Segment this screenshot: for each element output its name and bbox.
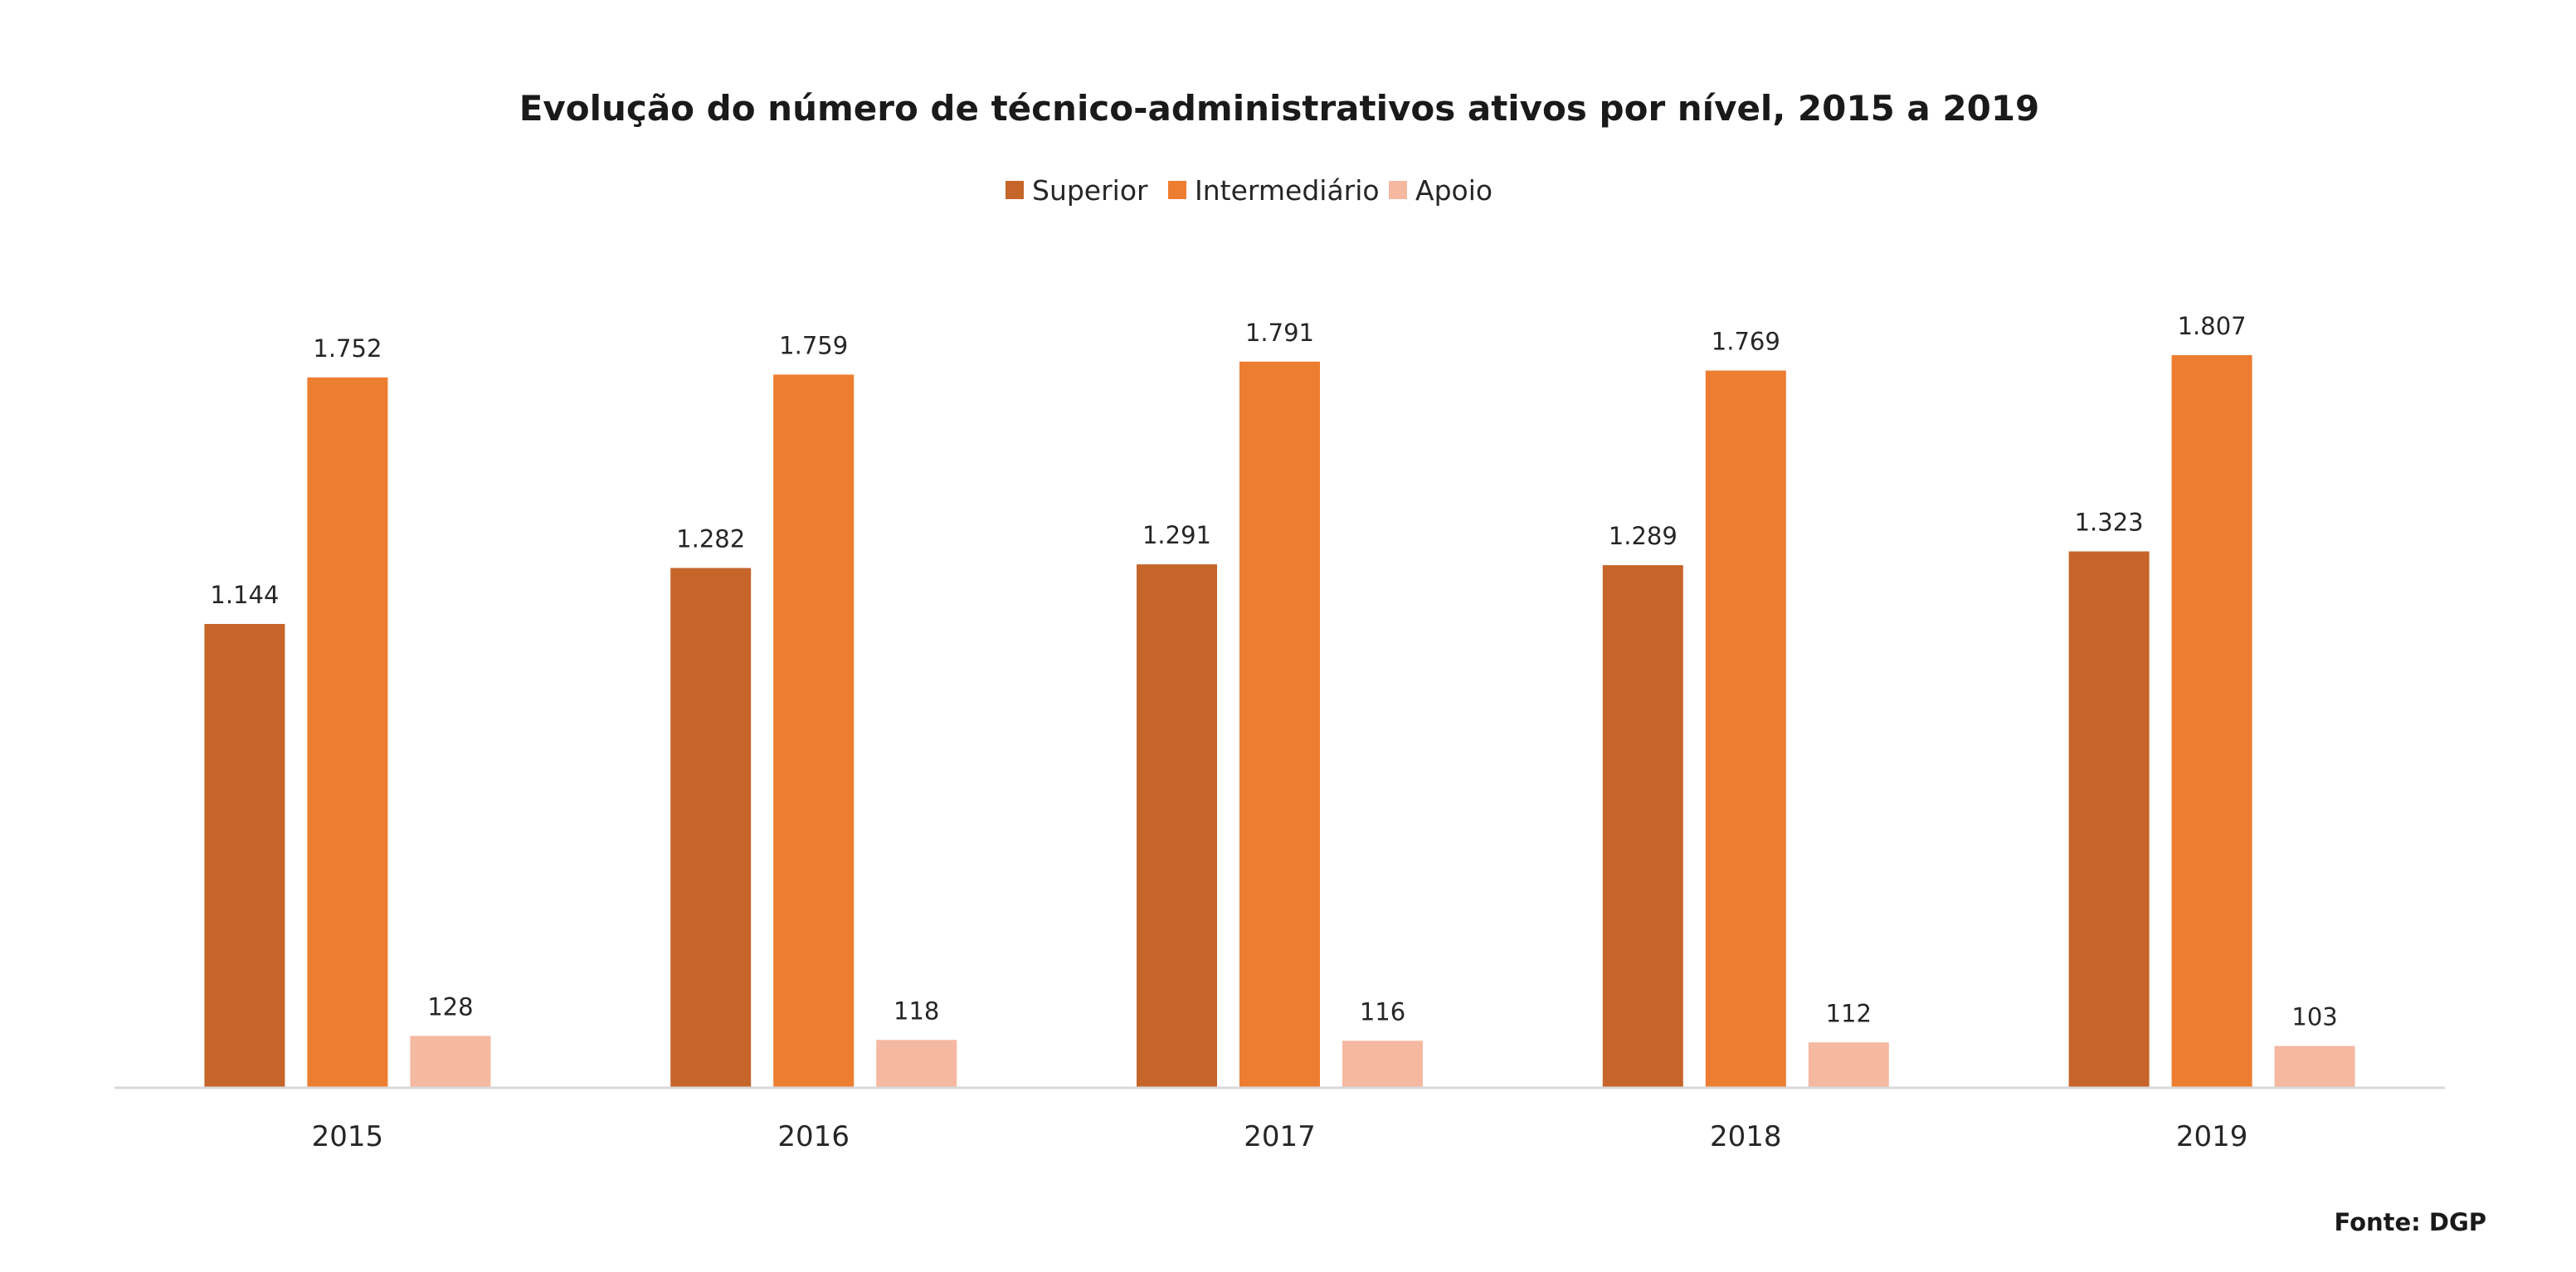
data-label-superior-2019: 1.323 <box>2075 509 2144 537</box>
x-tick-label-2019: 2019 <box>2176 1120 2248 1153</box>
bar-superior-2016 <box>670 568 752 1088</box>
data-label-apoio-2019: 103 <box>2291 1003 2337 1031</box>
bar-apoio-2019 <box>2274 1045 2355 1088</box>
data-label-intermediario-2016: 1.759 <box>779 331 848 359</box>
bars <box>204 355 2355 1088</box>
x-tick-label-2016: 2016 <box>777 1120 850 1153</box>
data-label-intermediario-2018: 1.769 <box>1712 328 1780 356</box>
data-label-superior-2015: 1.144 <box>210 581 279 609</box>
bar-intermediario-2018 <box>1705 370 1786 1088</box>
legend-label-intermediario: Intermediário <box>1195 174 1380 207</box>
bar-intermediario-2016 <box>773 374 855 1088</box>
data-label-intermediario-2017: 1.791 <box>1245 319 1314 347</box>
data-label-apoio-2016: 118 <box>894 997 939 1025</box>
x-tick-label-2018: 2018 <box>1710 1120 1782 1153</box>
data-label-superior-2017: 1.291 <box>1142 521 1211 549</box>
data-label-apoio-2018: 112 <box>1826 999 1872 1027</box>
legend-swatch-apoio <box>1389 181 1407 199</box>
chart-title: Evolução do número de técnico-administra… <box>519 88 2040 129</box>
legend-swatch-superior <box>1006 181 1024 199</box>
data-label-apoio-2015: 128 <box>427 992 473 1021</box>
bar-apoio-2017 <box>1342 1041 1423 1088</box>
bar-intermediario-2015 <box>307 377 388 1088</box>
bar-superior-2019 <box>2068 551 2150 1088</box>
data-labels: 1.144 1.752 128 1.282 1.759 118 1.291 1.791 116 1… <box>210 312 2337 1031</box>
x-tick-label-2015: 2015 <box>312 1120 384 1153</box>
bar-superior-2018 <box>1602 565 1683 1088</box>
bar-intermediario-2019 <box>2171 355 2252 1088</box>
bar-superior-2017 <box>1137 564 1217 1088</box>
data-label-apoio-2017: 116 <box>1360 997 1405 1026</box>
bar-intermediario-2017 <box>1239 361 1320 1088</box>
bar-apoio-2018 <box>1808 1042 1889 1088</box>
data-label-superior-2018: 1.289 <box>1609 522 1678 550</box>
source-note: Fonte: DGP <box>2334 1208 2486 1236</box>
legend-label-apoio: Apoio <box>1415 174 1493 207</box>
bar-superior-2015 <box>204 623 285 1088</box>
bar-apoio-2016 <box>876 1040 957 1088</box>
data-label-superior-2016: 1.282 <box>676 525 745 553</box>
x-axis-tick-labels: 2015 2016 2017 2018 2019 <box>312 1120 2248 1153</box>
data-label-intermediario-2019: 1.807 <box>2178 312 2247 340</box>
x-tick-label-2017: 2017 <box>1244 1120 1316 1153</box>
data-label-intermediario-2015: 1.752 <box>313 334 382 363</box>
legend-swatch-intermediario <box>1168 181 1186 199</box>
legend-label-superior: Superior <box>1032 174 1148 207</box>
legend: Superior Intermediário Apoio <box>1006 174 1493 207</box>
bar-apoio-2015 <box>410 1036 491 1088</box>
